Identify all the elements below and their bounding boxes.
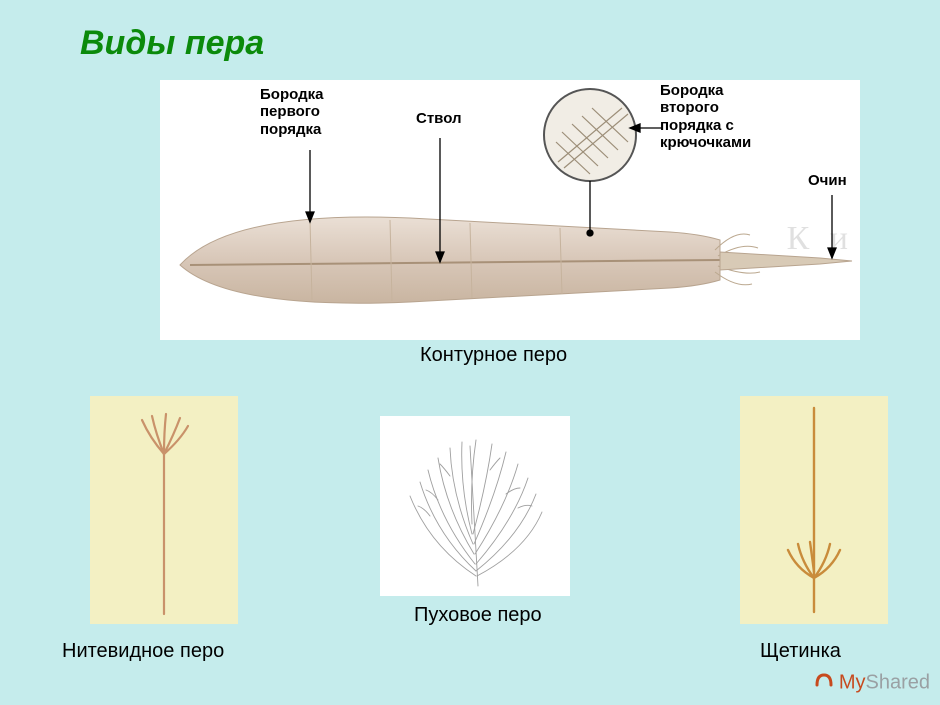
bristle-svg <box>740 396 888 624</box>
contour-feather-caption: Контурное перо <box>420 344 567 367</box>
filoplume-caption: Нитевидное перо <box>62 640 224 663</box>
bristle-caption: Щетинка <box>760 640 841 663</box>
down-feather-caption: Пуховое перо <box>414 604 542 627</box>
label-calamus: Очин <box>808 172 847 189</box>
label-barb-second-order: Бородкавторогопорядка скрючочками <box>660 82 790 151</box>
contour-feather-diagram: Бородкапервогопорядка Ствол Бородкавторо… <box>160 80 860 340</box>
page-title: Виды пера <box>80 24 264 63</box>
down-feather-svg <box>380 416 570 596</box>
down-feather-card <box>380 416 570 596</box>
label-barb-first-order: Бородкапервогопорядка <box>260 86 360 138</box>
bristle-card <box>740 396 888 624</box>
myshared-logo-icon <box>813 669 835 697</box>
label-shaft: Ствол <box>416 110 462 127</box>
filoplume-svg <box>90 396 238 624</box>
myshared-watermark: MyShared <box>813 669 930 697</box>
myshared-shared: Shared <box>866 671 931 693</box>
myshared-my: My <box>839 671 866 693</box>
filoplume-card <box>90 396 238 624</box>
watermark-km: К и <box>787 220 854 258</box>
